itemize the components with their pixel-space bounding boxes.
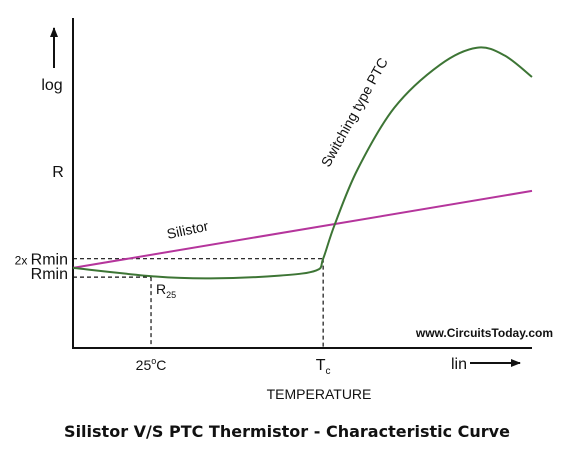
y-label-r: R <box>52 164 64 181</box>
figure-caption: Silistor V/S PTC Thermistor - Characteri… <box>64 422 510 441</box>
series-label-silistor: Silistor <box>165 217 210 241</box>
y-label-log: log <box>41 77 62 94</box>
x-tick-room-temp: 25oC <box>136 356 167 373</box>
series-line-0 <box>72 189 533 269</box>
series-label-ptc: Switching type PTC <box>318 55 391 170</box>
watermark: www.CircuitsToday.com <box>415 326 553 340</box>
x-tick-curie-temp: Tc <box>316 357 331 377</box>
annotation-r25: R25 <box>156 281 176 300</box>
y-tick-double-rmin: 2x Rmin <box>15 252 68 269</box>
x-axis-label: TEMPERATURE <box>267 386 372 402</box>
y-tick-rmin: Rmin <box>31 266 68 283</box>
series-line-1 <box>72 46 533 280</box>
x-scale-label-lin: lin <box>451 356 467 373</box>
